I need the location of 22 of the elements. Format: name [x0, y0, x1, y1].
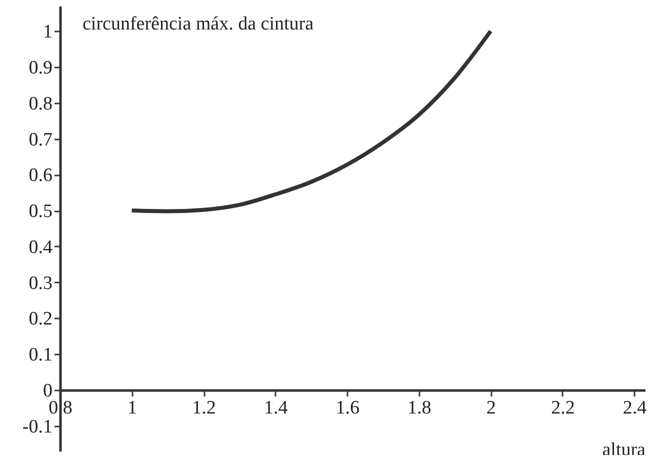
y-tick-label: -0.1: [22, 416, 52, 438]
x-tick-label: 1.2: [192, 397, 216, 418]
x-tick-label: 1.4: [264, 397, 288, 418]
line-series: [130, 29, 493, 214]
y-tick-label: 0.5: [28, 201, 52, 222]
y-tick-label: 0.8: [28, 93, 52, 114]
x-tick-label: 1.6: [336, 397, 360, 418]
x-tick-label: 2.4: [622, 397, 648, 418]
y-tick-label: 0.6: [28, 165, 52, 186]
y-tick-label: 0.2: [28, 308, 52, 330]
y-axis-title: circunferência máx. da cintura: [82, 14, 314, 34]
y-tick-label: 0.7: [28, 129, 52, 150]
x-tick-label: 2.2: [551, 397, 575, 418]
x-tick-label: 2: [486, 397, 496, 418]
y-tick-label: 1: [43, 22, 52, 43]
y-tick-label: 0.9: [28, 58, 52, 79]
y-tick-label: 0.1: [28, 344, 52, 366]
x-tick-label: 1: [128, 397, 138, 418]
x-tick-label: 1.8: [408, 397, 432, 418]
y-tick-label: 0.3: [28, 272, 52, 294]
y-tick-label: 0.4: [28, 236, 53, 258]
y-tick-label: 0: [43, 380, 52, 402]
